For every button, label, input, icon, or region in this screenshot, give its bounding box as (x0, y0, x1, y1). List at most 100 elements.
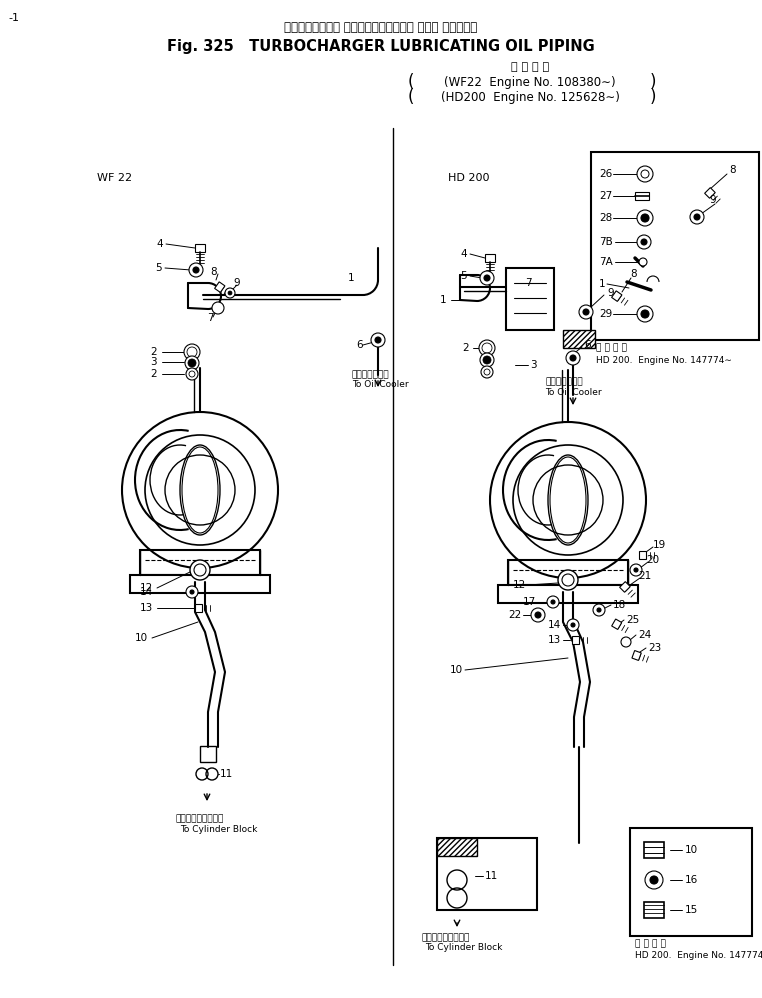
Text: 1: 1 (348, 273, 354, 283)
Bar (508, 560, 628, 585)
Text: 10: 10 (450, 665, 463, 675)
Circle shape (188, 359, 196, 367)
Text: 7: 7 (525, 278, 532, 288)
Circle shape (621, 637, 631, 647)
Circle shape (484, 275, 490, 281)
Circle shape (641, 214, 649, 222)
Circle shape (547, 596, 559, 608)
Bar (485, 254, 495, 262)
Text: 16: 16 (685, 875, 698, 885)
Circle shape (593, 604, 605, 616)
Bar (437, 838, 537, 910)
Text: 8: 8 (630, 269, 636, 279)
Text: 14: 14 (140, 587, 153, 597)
Text: 25: 25 (626, 615, 639, 625)
Text: To Oil Cooler: To Oil Cooler (545, 387, 602, 396)
Text: 22: 22 (508, 610, 521, 620)
Circle shape (479, 340, 495, 356)
Bar (130, 575, 270, 593)
Circle shape (187, 347, 197, 357)
Polygon shape (639, 551, 646, 559)
Circle shape (480, 271, 494, 285)
Text: ): ) (650, 88, 657, 106)
Circle shape (228, 291, 232, 295)
Circle shape (634, 568, 638, 572)
Circle shape (189, 371, 195, 377)
Text: 15: 15 (685, 905, 698, 915)
Circle shape (482, 343, 492, 353)
Circle shape (637, 306, 653, 322)
Circle shape (570, 355, 576, 361)
Circle shape (637, 166, 653, 182)
Circle shape (483, 356, 491, 364)
Circle shape (481, 366, 493, 378)
Text: 14: 14 (548, 620, 562, 630)
Text: WF 22: WF 22 (97, 173, 132, 183)
Bar (635, 192, 649, 200)
Circle shape (571, 623, 575, 627)
Polygon shape (620, 582, 630, 592)
Polygon shape (612, 290, 622, 301)
Polygon shape (572, 636, 579, 644)
Text: ): ) (650, 73, 657, 91)
Text: (WF22  Engine No. 108380∼): (WF22 Engine No. 108380∼) (444, 76, 616, 89)
Text: 9: 9 (233, 278, 239, 288)
Text: 11: 11 (485, 871, 498, 881)
Circle shape (190, 590, 194, 594)
Text: 6: 6 (584, 340, 591, 350)
Bar (140, 550, 260, 575)
Circle shape (531, 608, 545, 622)
Ellipse shape (180, 445, 220, 535)
Text: 19: 19 (653, 540, 666, 550)
Circle shape (641, 239, 647, 245)
Text: 20: 20 (646, 555, 659, 565)
Text: 1: 1 (599, 279, 606, 289)
Text: 8: 8 (210, 267, 216, 277)
Text: 11: 11 (220, 769, 233, 779)
Text: 10: 10 (135, 633, 148, 643)
Bar (644, 902, 664, 918)
Text: 17: 17 (523, 597, 536, 607)
Text: 4: 4 (460, 249, 466, 259)
Bar (437, 838, 477, 856)
Bar (644, 842, 664, 858)
Text: To Oil Cooler: To Oil Cooler (352, 379, 408, 388)
Circle shape (189, 263, 203, 277)
Text: 21: 21 (638, 571, 652, 581)
Circle shape (186, 368, 198, 380)
Polygon shape (705, 188, 716, 199)
Circle shape (225, 288, 235, 298)
Text: 7A: 7A (599, 257, 613, 267)
Polygon shape (215, 281, 225, 292)
Circle shape (694, 214, 700, 220)
Bar (195, 244, 205, 252)
Circle shape (566, 351, 580, 365)
Text: -1: -1 (8, 13, 19, 23)
Text: シリンダブロックへ: シリンダブロックへ (422, 933, 470, 942)
Text: 4: 4 (156, 239, 162, 249)
Circle shape (484, 369, 490, 375)
Text: 1: 1 (440, 295, 447, 305)
Circle shape (558, 570, 578, 590)
Text: To Cylinder Block: To Cylinder Block (180, 824, 258, 833)
Text: 24: 24 (638, 630, 652, 640)
Text: 適 用 号 機: 適 用 号 機 (511, 62, 549, 72)
Circle shape (645, 871, 663, 889)
Text: オイルクーラへ: オイルクーラへ (352, 370, 389, 379)
Text: 3: 3 (530, 360, 536, 370)
Circle shape (637, 210, 653, 226)
Circle shape (212, 302, 224, 314)
Text: 13: 13 (548, 635, 562, 645)
Circle shape (184, 344, 200, 360)
Text: 18: 18 (613, 600, 626, 610)
Text: 2: 2 (150, 369, 157, 379)
Text: 9: 9 (607, 288, 613, 298)
Polygon shape (632, 651, 642, 661)
Circle shape (597, 608, 601, 612)
Circle shape (185, 356, 199, 370)
Circle shape (690, 210, 704, 224)
Text: 5: 5 (155, 263, 162, 273)
Bar (591, 152, 759, 340)
Circle shape (375, 337, 381, 343)
Text: Fig. 325   TURBOCHARGER LUBRICATING OIL PIPING: Fig. 325 TURBOCHARGER LUBRICATING OIL PI… (167, 39, 595, 54)
